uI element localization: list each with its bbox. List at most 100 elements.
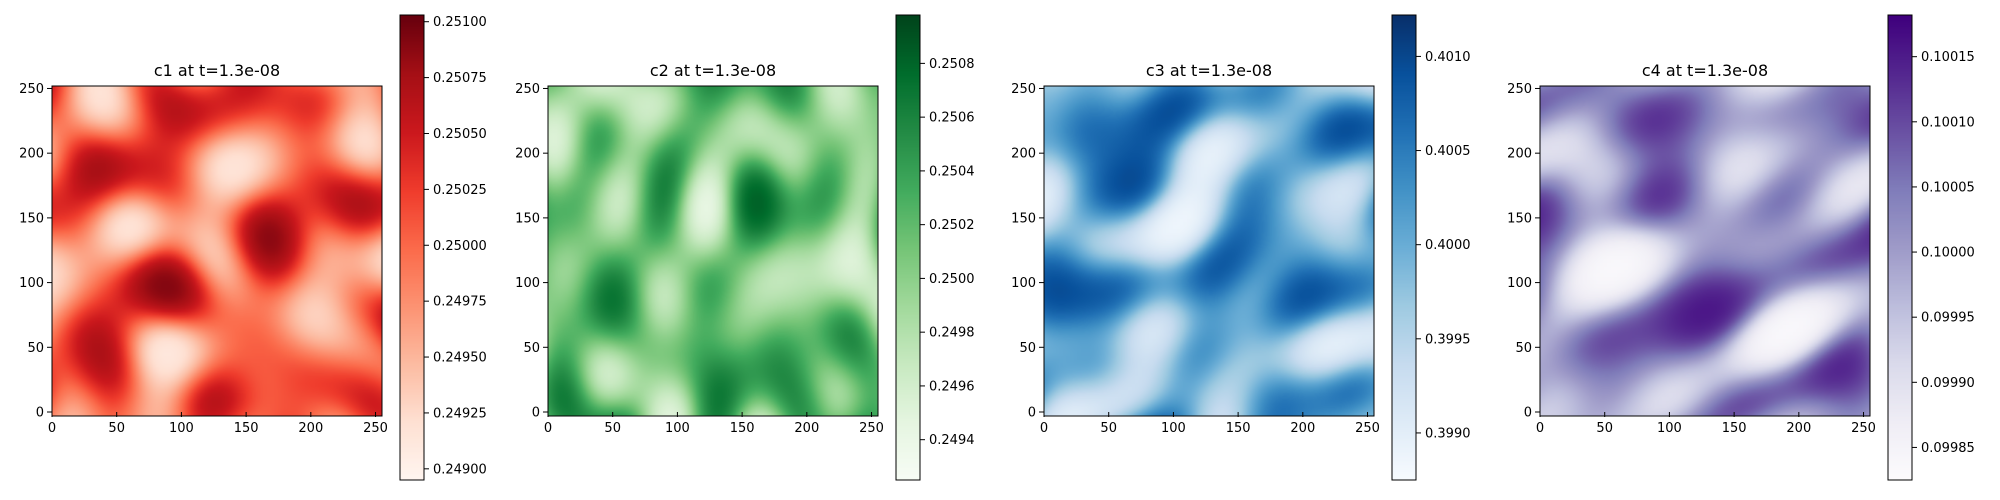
colorbar-tick-label: 0.2502 xyxy=(929,218,975,233)
colorbar-gradient xyxy=(1888,15,1912,480)
colorbar-tick-label: 0.09985 xyxy=(1921,441,1975,456)
plot-frame xyxy=(547,85,879,417)
panel-4: c4 at t=1.3e-08 0 50 100 150 200 250 0 50 100 150 2… xyxy=(1507,14,1975,481)
x-tick-label: 50 xyxy=(1596,421,1613,436)
colorbar-tick-label: 0.09995 xyxy=(1921,311,1975,326)
colorbar-tick-label: 0.2508 xyxy=(929,57,975,72)
colorbar-tick-label: 0.25050 xyxy=(433,127,487,142)
colorbar-tick-label: 0.10000 xyxy=(1921,246,1975,261)
colorbar-frame xyxy=(895,14,921,481)
colorbar-tick-label: 0.25000 xyxy=(433,239,487,254)
colorbar-tick-label: 0.2500 xyxy=(929,272,975,287)
y-tick-label: 250 xyxy=(1507,82,1532,97)
colorbar-tick-label: 0.4010 xyxy=(1425,50,1471,65)
y-tick-label: 50 xyxy=(27,341,44,356)
y-tick-label: 0 xyxy=(36,406,44,421)
colorbar-tick-label: 0.4005 xyxy=(1425,144,1471,159)
panel-title: c4 at t=1.3e-08 xyxy=(1642,61,1768,80)
y-tick-label: 50 xyxy=(523,341,540,356)
colorbar-tick-label: 0.24950 xyxy=(433,351,487,366)
colorbar-tick-label: 0.25075 xyxy=(433,71,487,86)
x-tick-label: 150 xyxy=(730,421,755,436)
colorbar-tick-label: 0.2498 xyxy=(929,326,975,341)
x-tick-label: 0 xyxy=(1536,421,1544,436)
x-tick-label: 50 xyxy=(1100,421,1117,436)
heatmap-image xyxy=(52,86,382,416)
x-tick-label: 250 xyxy=(363,421,388,436)
x-tick-label: 200 xyxy=(1786,421,1811,436)
x-tick-label: 50 xyxy=(604,421,621,436)
y-tick-label: 0 xyxy=(1524,406,1532,421)
colorbar-tick-label: 0.24925 xyxy=(433,406,487,421)
x-tick-label: 150 xyxy=(1226,421,1251,436)
y-tick-label: 200 xyxy=(1011,147,1036,162)
colorbar-gradient xyxy=(400,15,424,480)
heatmap-image xyxy=(548,86,878,416)
panel-1: c1 at t=1.3e-08 0 50 100 150 200 250 0 50 100 150 2… xyxy=(19,14,487,481)
x-tick-label: 200 xyxy=(794,421,819,436)
panel-2: c2 at t=1.3e-08 0 50 100 150 200 250 0 50 100 150 2… xyxy=(515,14,975,481)
x-tick-label: 50 xyxy=(108,421,125,436)
plot-frame xyxy=(1043,85,1375,417)
colorbar-tick-label: 0.09990 xyxy=(1921,376,1975,391)
panel-3: c3 at t=1.3e-08 0 50 100 150 200 250 0 50 100 150 2… xyxy=(1011,14,1471,481)
x-tick-label: 100 xyxy=(665,421,690,436)
x-tick-label: 100 xyxy=(169,421,194,436)
panel-title: c2 at t=1.3e-08 xyxy=(650,61,776,80)
x-tick-label: 150 xyxy=(234,421,259,436)
heatmap-image xyxy=(1044,86,1374,416)
plot-frame xyxy=(1539,85,1871,417)
colorbar-tick-label: 0.10005 xyxy=(1921,180,1975,195)
panel-title: c1 at t=1.3e-08 xyxy=(154,61,280,80)
x-tick-label: 0 xyxy=(1040,421,1048,436)
y-tick-label: 250 xyxy=(19,82,44,97)
colorbar-gradient xyxy=(1392,15,1416,480)
colorbar-tick-label: 0.10015 xyxy=(1921,50,1975,65)
y-tick-label: 50 xyxy=(1019,341,1036,356)
y-tick-label: 150 xyxy=(515,211,540,226)
y-tick-label: 100 xyxy=(1011,276,1036,291)
colorbar-tick-label: 0.10010 xyxy=(1921,115,1975,130)
x-tick-label: 100 xyxy=(1657,421,1682,436)
x-tick-label: 250 xyxy=(1355,421,1380,436)
y-tick-label: 200 xyxy=(19,147,44,162)
colorbar-tick-label: 0.25100 xyxy=(433,15,487,30)
heatmap-image xyxy=(1540,86,1870,416)
y-tick-label: 150 xyxy=(19,211,44,226)
colorbar-tick-label: 0.4000 xyxy=(1425,238,1471,253)
y-tick-label: 0 xyxy=(532,406,540,421)
x-tick-label: 200 xyxy=(1290,421,1315,436)
y-tick-label: 100 xyxy=(515,276,540,291)
colorbar-gradient xyxy=(896,15,920,480)
y-tick-label: 100 xyxy=(1507,276,1532,291)
colorbar-tick-label: 0.2494 xyxy=(929,433,975,448)
colorbar-tick-label: 0.2506 xyxy=(929,111,975,126)
x-tick-label: 250 xyxy=(1851,421,1876,436)
y-tick-label: 100 xyxy=(19,276,44,291)
colorbar-tick-label: 0.24900 xyxy=(433,462,487,477)
plot-frame xyxy=(51,85,383,417)
x-tick-label: 0 xyxy=(48,421,56,436)
colorbar-tick-label: 0.2504 xyxy=(929,164,975,179)
y-tick-label: 200 xyxy=(515,147,540,162)
y-tick-label: 250 xyxy=(1011,82,1036,97)
colorbar-frame xyxy=(1887,14,1913,481)
x-tick-label: 150 xyxy=(1722,421,1747,436)
x-tick-label: 250 xyxy=(859,421,884,436)
colorbar-tick-label: 0.2496 xyxy=(929,379,975,394)
x-tick-label: 100 xyxy=(1161,421,1186,436)
panel-title: c3 at t=1.3e-08 xyxy=(1146,61,1272,80)
y-tick-label: 0 xyxy=(1028,406,1036,421)
colorbar-tick-label: 0.3995 xyxy=(1425,332,1471,347)
y-tick-label: 150 xyxy=(1507,211,1532,226)
x-tick-label: 200 xyxy=(298,421,323,436)
y-tick-label: 50 xyxy=(1515,341,1532,356)
y-tick-label: 150 xyxy=(1011,211,1036,226)
y-tick-label: 200 xyxy=(1507,147,1532,162)
colorbar-tick-label: 0.24975 xyxy=(433,295,487,310)
colorbar-tick-label: 0.25025 xyxy=(433,183,487,198)
y-tick-label: 250 xyxy=(515,82,540,97)
colorbar-tick-label: 0.3990 xyxy=(1425,426,1471,441)
colorbar-frame xyxy=(399,14,425,481)
